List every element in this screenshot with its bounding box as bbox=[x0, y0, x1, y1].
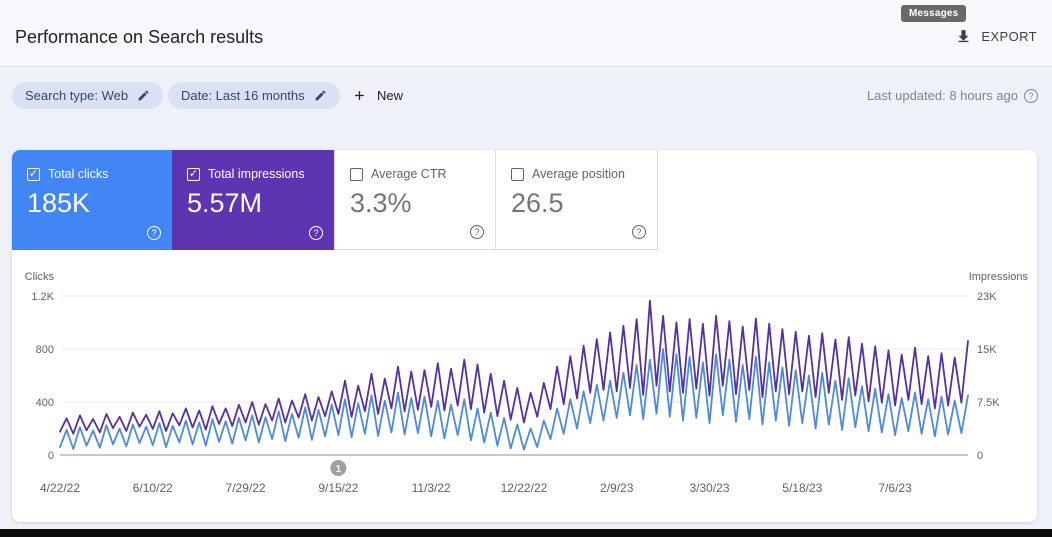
window-bottom-edge bbox=[0, 529, 1052, 537]
total-clicks-checkbox[interactable] bbox=[27, 167, 40, 181]
total-clicks-value: 185K bbox=[27, 188, 91, 218]
impressions-series-line bbox=[59, 299, 969, 435]
page-title: Performance on Search results bbox=[15, 27, 264, 47]
average-position-checkbox[interactable] bbox=[511, 167, 524, 181]
x-axis-date-label: 2/9/23 bbox=[600, 481, 634, 495]
help-icon[interactable] bbox=[147, 226, 161, 240]
search-type-filter-chip[interactable]: Search type: Web bbox=[12, 82, 164, 109]
help-icon[interactable] bbox=[632, 225, 646, 239]
x-axis-date-label: 11/3/22 bbox=[412, 481, 451, 495]
total-impressions-card[interactable]: Total impressions 5.57M bbox=[172, 150, 334, 250]
x-axis-date-label: 4/22/22 bbox=[40, 481, 80, 495]
average-ctr-checkbox[interactable] bbox=[350, 167, 363, 181]
left-axis-tick: 800 bbox=[36, 344, 54, 356]
last-updated-text: Last updated: 8 hours ago bbox=[866, 88, 1018, 103]
total-clicks-card[interactable]: Total clicks 185K bbox=[12, 150, 172, 250]
last-updated-status: Last updated: 8 hours ago bbox=[867, 88, 1038, 103]
plus-icon bbox=[352, 88, 367, 103]
new-filter-button[interactable]: New bbox=[352, 82, 403, 109]
average-position-card[interactable]: Average position 26.5 bbox=[496, 150, 658, 250]
x-axis-date-label: 12/22/22 bbox=[501, 481, 548, 495]
average-position-label: Average position bbox=[532, 167, 625, 181]
date-filter-label: Date: Last 16 months bbox=[181, 88, 305, 103]
average-ctr-card[interactable]: Average CTR 3.3% bbox=[334, 150, 496, 250]
page-header bbox=[0, 0, 1052, 67]
left-axis-tick: 400 bbox=[36, 397, 54, 409]
help-icon[interactable] bbox=[309, 226, 323, 240]
help-icon[interactable] bbox=[1024, 88, 1038, 103]
x-axis-date-label: 9/15/22 bbox=[318, 481, 358, 495]
right-axis-tick: 0 bbox=[977, 450, 983, 462]
export-button[interactable]: EXPORT bbox=[955, 28, 1037, 45]
average-ctr-label: Average CTR bbox=[371, 167, 447, 181]
total-impressions-label: Total impressions bbox=[208, 167, 305, 181]
date-filter-chip[interactable]: Date: Last 16 months bbox=[168, 82, 340, 109]
average-position-value: 26.5 bbox=[511, 188, 564, 218]
edit-pencil-icon[interactable] bbox=[314, 89, 327, 102]
left-axis-title: Clicks bbox=[25, 271, 55, 283]
search-type-filter-label: Search type: Web bbox=[25, 88, 129, 103]
messages-tooltip: Messages bbox=[901, 5, 967, 22]
x-axis-date-label: 6/10/22 bbox=[133, 481, 173, 495]
left-axis-tick: 0 bbox=[48, 450, 54, 462]
new-filter-label: New bbox=[377, 88, 404, 103]
performance-line-chart: 0 0 400 7.5K 800 15K 1.2K 23K Clicks Impressions 4… bbox=[25, 271, 1029, 495]
right-axis-title: Impressions bbox=[969, 271, 1029, 283]
right-axis-tick: 23K bbox=[977, 291, 997, 303]
total-clicks-label: Total clicks bbox=[48, 167, 109, 181]
right-axis-tick: 7.5K bbox=[977, 397, 1000, 409]
x-axis-date-label: 3/30/23 bbox=[689, 481, 729, 495]
annotation-badge[interactable] bbox=[330, 460, 347, 476]
x-axis-date-label: 5/18/23 bbox=[782, 481, 822, 495]
download-icon bbox=[955, 28, 972, 45]
left-axis-tick: 1.2K bbox=[31, 291, 54, 303]
help-icon[interactable] bbox=[470, 225, 484, 239]
annotation-badge-label: 1 bbox=[336, 464, 342, 475]
x-axis-date-label: 7/6/23 bbox=[878, 481, 912, 495]
total-impressions-checkbox[interactable] bbox=[187, 167, 200, 181]
export-label: EXPORT bbox=[981, 29, 1037, 44]
edit-pencil-icon[interactable] bbox=[137, 89, 150, 102]
total-impressions-value: 5.57M bbox=[187, 188, 263, 218]
average-ctr-value: 3.3% bbox=[350, 188, 412, 218]
x-axis-date-label: 7/29/22 bbox=[226, 481, 266, 495]
right-axis-tick: 15K bbox=[977, 344, 997, 356]
performance-card: Total clicks 185K Total impressions 5.57… bbox=[12, 150, 1037, 522]
clicks-series-line bbox=[59, 348, 969, 451]
